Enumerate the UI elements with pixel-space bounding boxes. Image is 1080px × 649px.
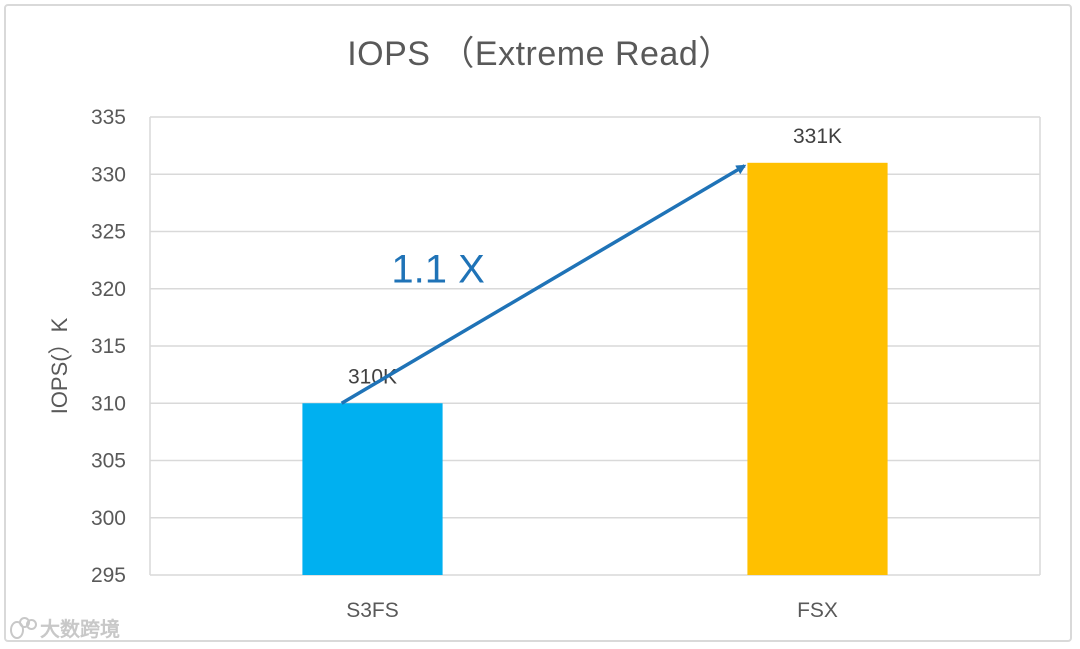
y-tick-labels: 295 300 305 310 315 320 325 330 335 bbox=[91, 106, 126, 587]
grid-lines bbox=[149, 116, 1041, 576]
y-tick-label: 305 bbox=[91, 450, 126, 473]
y-tick-label: 330 bbox=[91, 163, 126, 186]
watermark-text: 大数跨境 bbox=[40, 619, 120, 641]
data-label: 331K bbox=[793, 125, 842, 148]
annotation-label: 1.1 X bbox=[391, 248, 484, 292]
category-label: FSX bbox=[797, 599, 838, 622]
category-label: S3FS bbox=[346, 599, 399, 622]
watermark: 大数跨境 bbox=[10, 613, 120, 642]
bar-s3fs bbox=[302, 403, 443, 575]
chart-title: IOPS （Extreme Read） bbox=[347, 35, 733, 73]
category-labels: S3FS FSX bbox=[346, 599, 838, 622]
y-tick-label: 320 bbox=[91, 278, 126, 301]
data-labels: 310K 331K bbox=[348, 125, 842, 388]
chart-frame bbox=[4, 4, 1072, 642]
y-tick-label: 315 bbox=[91, 335, 126, 358]
data-label: 310K bbox=[348, 365, 397, 388]
bar-fsx bbox=[747, 162, 888, 576]
y-tick-label: 300 bbox=[91, 507, 126, 530]
bars bbox=[302, 162, 888, 576]
y-tick-label: 295 bbox=[91, 564, 126, 587]
annotation: 1.1 X bbox=[340, 164, 747, 405]
logo-circles-icon bbox=[10, 616, 37, 639]
y-tick-label: 335 bbox=[91, 106, 126, 129]
y-tick-label: 310 bbox=[91, 392, 126, 415]
y-tick-label: 325 bbox=[91, 221, 126, 244]
growth-arrow bbox=[340, 164, 747, 405]
